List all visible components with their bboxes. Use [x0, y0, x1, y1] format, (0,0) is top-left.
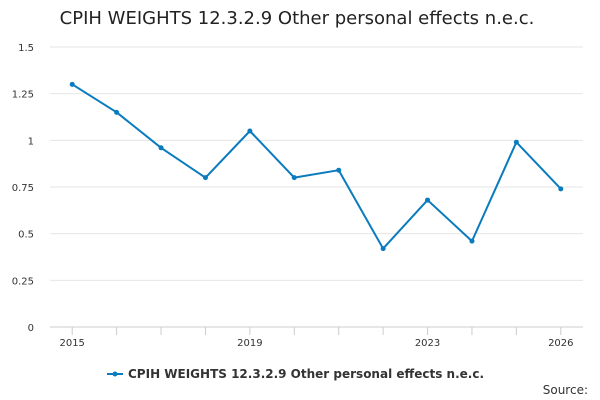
data-point[interactable]: [380, 246, 386, 252]
y-tick-label: 1.5: [18, 43, 34, 54]
legend-label: CPIH WEIGHTS 12.3.2.9 Other personal eff…: [128, 367, 484, 381]
data-point[interactable]: [158, 145, 164, 151]
data-point[interactable]: [69, 81, 75, 87]
source-label: Source:: [543, 383, 588, 397]
gridlines: [50, 46, 583, 281]
data-point[interactable]: [469, 238, 475, 244]
series-line: [71, 83, 562, 250]
x-tick-label: 2023: [415, 338, 440, 349]
data-point[interactable]: [114, 109, 120, 115]
data-point[interactable]: [202, 175, 208, 181]
data-point[interactable]: [558, 186, 564, 192]
legend[interactable]: CPIH WEIGHTS 12.3.2.9 Other personal eff…: [107, 367, 484, 381]
y-tick-label: 1: [28, 136, 34, 147]
data-point[interactable]: [513, 139, 519, 145]
x-tick-label: 2015: [59, 338, 84, 349]
y-tick-label: 1.25: [12, 90, 34, 101]
x-tick-label: 2026: [548, 338, 573, 349]
legend-marker-dot: [112, 371, 118, 377]
y-tick-label: 0.5: [18, 230, 34, 241]
y-tick-label: 0: [28, 323, 34, 334]
chart-title: CPIH WEIGHTS 12.3.2.9 Other personal eff…: [60, 8, 535, 29]
y-axis: 0 0.25 0.5 0.75 1 1.25 1.5: [12, 43, 34, 334]
data-point[interactable]: [291, 175, 297, 181]
series-layer: [69, 81, 564, 252]
data-point[interactable]: [336, 167, 342, 173]
x-tick-label: 2019: [237, 338, 262, 349]
x-axis: 2015 2019 2023 2026: [50, 326, 583, 349]
data-point[interactable]: [247, 128, 253, 134]
y-tick-label: 0.75: [12, 183, 34, 194]
data-point[interactable]: [425, 197, 431, 203]
y-tick-label: 0.25: [12, 276, 34, 287]
